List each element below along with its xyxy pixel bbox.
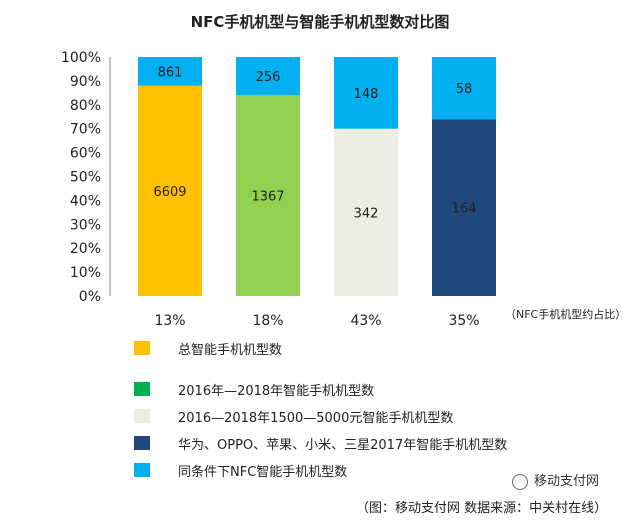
wechat-icon — [512, 473, 528, 490]
source-caption: （图：移动支付网 数据来源：中关村在线） — [356, 501, 608, 516]
legend-label: 华为、OPPO、苹果、小米、三星2017年智能手机机型数 — [178, 438, 508, 453]
y-tick-label: 90% — [70, 74, 101, 90]
x-tick-label: 13% — [154, 313, 185, 329]
legend-label: 总智能手机机型数 — [178, 343, 283, 358]
category-note: （NFC手机机型约占比） — [505, 307, 626, 321]
data-label: 164 — [452, 202, 477, 217]
data-label: 342 — [354, 206, 379, 221]
y-tick-label: 70% — [70, 122, 101, 138]
legend-label: 2016—2018年1500—5000元智能手机机型数 — [178, 411, 454, 426]
legend-swatch — [134, 436, 150, 450]
data-label: 256 — [256, 70, 281, 85]
y-tick-label: 100% — [61, 50, 101, 66]
y-tick-label: 20% — [70, 241, 101, 257]
bar-segment — [236, 95, 300, 297]
data-label: 1367 — [251, 190, 284, 205]
y-tick-label: 80% — [70, 98, 101, 114]
data-label: 58 — [456, 82, 473, 97]
watermark-text: 移动支付网 — [534, 474, 600, 489]
bar-segment — [334, 128, 398, 296]
x-tick-label: 18% — [252, 313, 283, 329]
x-tick-label: 43% — [350, 313, 381, 329]
data-label: 6609 — [153, 185, 186, 200]
x-tick-label: 35% — [448, 313, 479, 329]
legend-label: 2016年—2018年智能手机机型数 — [178, 384, 375, 399]
data-label: 148 — [354, 87, 379, 102]
legend-label: 同条件下NFC智能手机机型数 — [178, 465, 348, 480]
watermark: 移动支付网 — [512, 470, 599, 490]
bar-segment — [138, 57, 202, 86]
y-tick-label: 60% — [70, 146, 101, 162]
legend-swatch — [134, 341, 150, 355]
legend-swatch — [134, 409, 150, 423]
y-tick-label: 30% — [70, 217, 101, 233]
x-axis-labels: 13% 18% 43% 35% — [154, 313, 479, 329]
chart-title: NFC手机机型与智能手机机型数对比图 — [191, 13, 450, 31]
y-tick-label: 0% — [79, 289, 101, 305]
bar-segment — [138, 85, 202, 297]
data-label: 861 — [158, 65, 183, 80]
bar-segment — [432, 57, 496, 120]
y-tick-label: 40% — [70, 193, 101, 209]
y-tick-label: 10% — [70, 265, 101, 281]
bars: 6609 861 1367 256 342 148 164 58 — [138, 57, 496, 297]
bar-segment — [432, 119, 496, 296]
legend-swatch — [134, 382, 150, 396]
y-axis: 0% 10% 20% 30% 40% 50% 60% 70% 80% 90% 100% — [61, 50, 111, 305]
bar-segment — [334, 57, 398, 129]
y-tick-label: 50% — [70, 170, 101, 186]
legend-swatch — [134, 463, 150, 477]
bar-segment — [236, 57, 300, 96]
